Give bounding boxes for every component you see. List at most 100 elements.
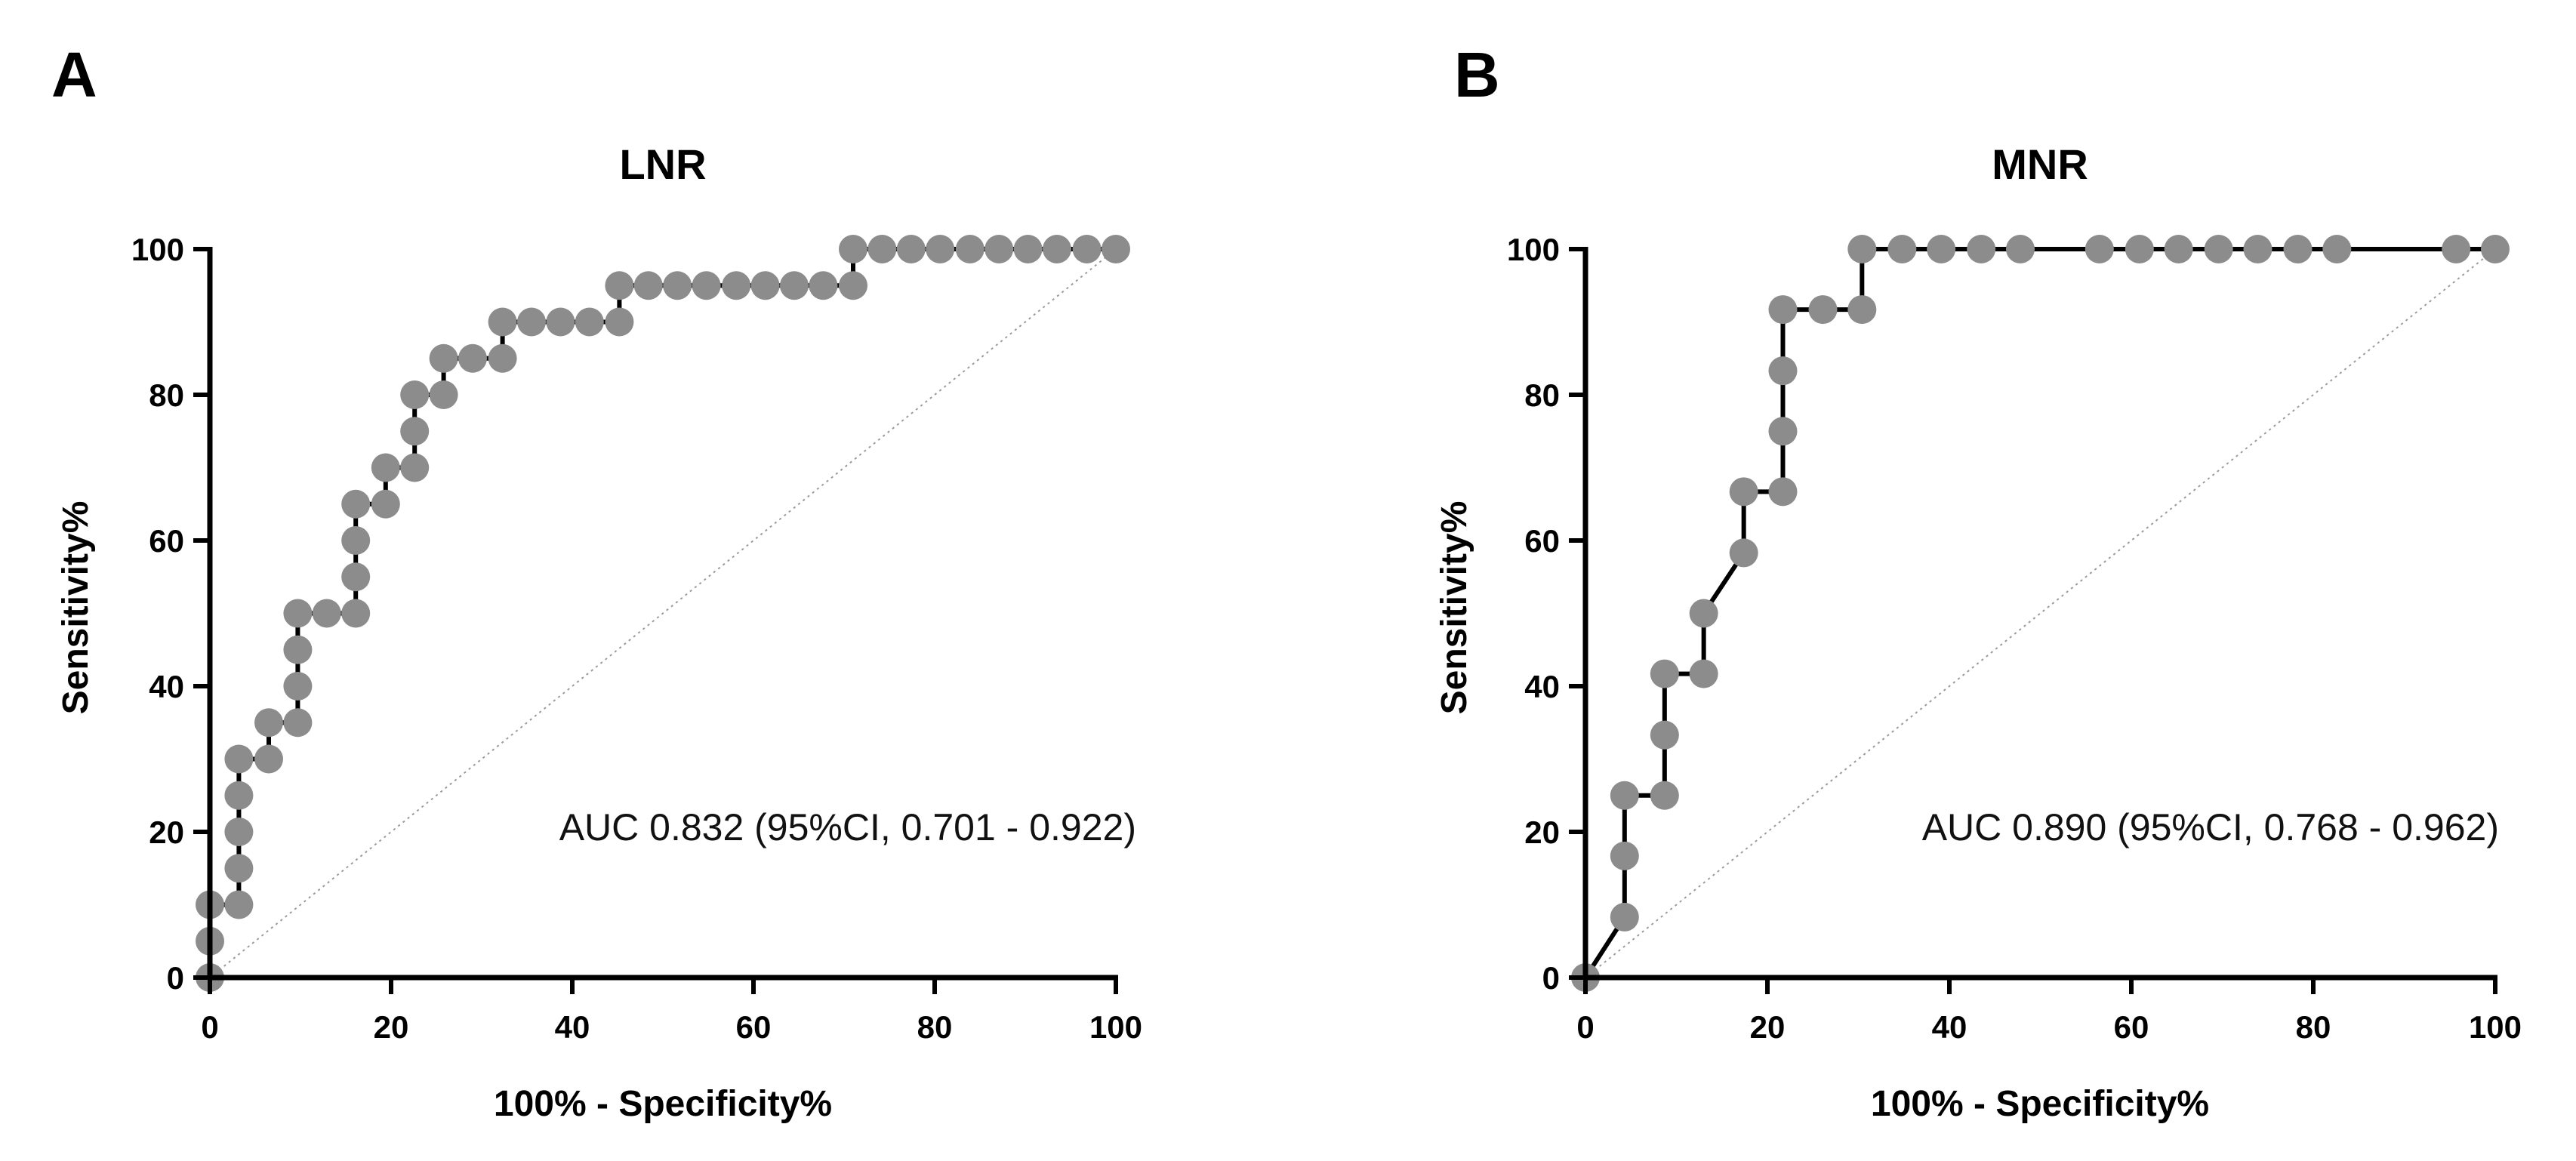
roc-point-a-27	[488, 343, 517, 373]
roc-point-a-19	[371, 489, 400, 519]
roc-point-a-11	[283, 672, 313, 701]
y-tick-label-b-60: 60	[1524, 523, 1560, 559]
roc-point-a-25	[429, 343, 458, 373]
x-axis-label-a: 100% - Specificity%	[494, 1084, 832, 1124]
y-tick-label-a-20: 20	[149, 815, 184, 850]
y-axis-label-b: Sensitivity%	[1434, 501, 1474, 715]
y-tick-label-a-100: 100	[131, 232, 184, 267]
roc-point-a-29	[517, 307, 546, 337]
x-tick-label-b-100: 100	[2469, 1009, 2522, 1045]
roc-point-b-27	[2283, 235, 2313, 263]
axes-layer-b: 0 20 40 60 80 100 0 20 40 60 80 100	[1507, 232, 2522, 1045]
roc-point-b-29	[2442, 235, 2471, 263]
roc-point-b-8	[1689, 599, 1718, 628]
roc-point-b-10	[1729, 477, 1758, 507]
roc-point-b-4	[1650, 781, 1679, 810]
roc-point-a-9	[254, 708, 283, 738]
x-tick-label-a-0: 0	[201, 1009, 218, 1045]
x-tick-label-a-60: 60	[736, 1009, 772, 1045]
roc-point-a-13	[283, 599, 313, 628]
roc-point-a-24	[429, 380, 458, 409]
roc-point-a-41	[839, 271, 867, 300]
roc-point-b-28	[2322, 235, 2352, 263]
roc-point-b-18	[1887, 235, 1917, 263]
roc-point-b-5	[1650, 720, 1679, 750]
roc-point-a-26	[458, 343, 487, 373]
auc-annotation-a: AUC 0.832 (95%CI, 0.701 - 0.922)	[559, 806, 1136, 848]
y-tick-label-b-20: 20	[1524, 815, 1560, 850]
chart-title-lnr: LNR	[619, 140, 706, 188]
x-axis-label-b: 100% - Specificity%	[1871, 1084, 2209, 1124]
roc-point-b-16	[1847, 295, 1877, 325]
panel-letter-b: B	[1454, 39, 1500, 110]
x-tick-label-a-80: 80	[917, 1009, 953, 1045]
roc-point-b-14	[1768, 295, 1798, 325]
roc-point-a-4	[224, 854, 254, 883]
y-tick-label-a-60: 60	[149, 523, 184, 559]
roc-point-b-13	[1768, 356, 1798, 386]
roc-point-b-22	[2085, 235, 2114, 263]
chart-title-mnr: MNR	[1992, 140, 2088, 188]
x-tick-label-a-20: 20	[374, 1009, 409, 1045]
roc-point-a-18	[341, 489, 371, 519]
x-tick-label-a-40: 40	[555, 1009, 590, 1045]
roc-point-b-9	[1729, 538, 1758, 568]
x-tick-label-b-0: 0	[1576, 1009, 1594, 1045]
roc-point-b-24	[2164, 235, 2193, 263]
roc-point-b-20	[1967, 235, 1996, 263]
reference-layer-b	[1585, 248, 2496, 978]
roc-point-b-25	[2204, 235, 2233, 263]
points-layer-b	[1571, 235, 2510, 992]
y-tick-label-b-0: 0	[1542, 960, 1560, 996]
roc-point-a-15	[341, 599, 371, 628]
reference-line-b	[1585, 248, 2496, 978]
roc-point-b-12	[1768, 417, 1798, 446]
roc-point-b-1	[1610, 902, 1639, 932]
roc-point-a-6	[224, 781, 254, 810]
roc-point-a-34	[633, 271, 663, 300]
x-tick-label-b-20: 20	[1750, 1009, 1786, 1045]
roc-point-b-2	[1610, 841, 1639, 870]
roc-point-a-31	[575, 307, 604, 337]
roc-point-a-43	[867, 235, 897, 263]
roc-point-a-12	[283, 635, 313, 664]
roc-point-a-7	[224, 744, 254, 774]
roc-point-a-51	[1102, 235, 1130, 263]
roc-point-b-11	[1768, 477, 1798, 507]
roc-point-a-42	[839, 235, 867, 263]
x-tick-label-b-40: 40	[1932, 1009, 1967, 1045]
axes-layer-a: 0 20 40 60 80 100 0 20 40 60 80 100	[131, 232, 1142, 1045]
roc-point-a-28	[488, 307, 517, 337]
y-tick-label-b-40: 40	[1524, 669, 1560, 704]
roc-point-a-30	[546, 307, 575, 337]
roc-point-b-19	[1927, 235, 1956, 263]
roc-point-a-46	[955, 235, 984, 263]
roc-point-b-30	[2481, 235, 2510, 263]
y-tick-label-a-40: 40	[149, 669, 184, 704]
y-axis-label-a: Sensitivity%	[56, 501, 96, 715]
roc-point-a-38	[750, 271, 780, 300]
roc-point-a-45	[926, 235, 955, 263]
y-tick-label-a-80: 80	[149, 377, 184, 413]
roc-point-a-49	[1043, 235, 1071, 263]
roc-point-a-40	[809, 271, 838, 300]
y-tick-label-a-0: 0	[167, 960, 184, 996]
y-tick-label-b-100: 100	[1507, 232, 1560, 267]
roc-point-a-33	[605, 271, 634, 300]
roc-point-a-48	[1013, 235, 1043, 263]
roc-point-a-36	[692, 271, 721, 300]
roc-point-a-32	[605, 307, 634, 337]
x-tick-label-b-80: 80	[2296, 1009, 2331, 1045]
roc-point-a-5	[224, 818, 254, 846]
roc-point-a-50	[1072, 235, 1102, 263]
roc-point-a-21	[400, 453, 430, 482]
auc-annotation-b: AUC 0.890 (95%CI, 0.768 - 0.962)	[1922, 806, 2499, 848]
y-tick-label-b-80: 80	[1524, 377, 1560, 413]
roc-point-a-37	[722, 271, 751, 300]
x-tick-label-b-60: 60	[2114, 1009, 2149, 1045]
reference-layer-a	[209, 248, 1117, 978]
roc-point-a-20	[371, 453, 400, 482]
roc-point-b-6	[1650, 659, 1679, 688]
roc-point-b-23	[2125, 235, 2154, 263]
panel-a: A LNR 100% - Specificity% Sensitivity% A…	[51, 39, 1142, 1124]
